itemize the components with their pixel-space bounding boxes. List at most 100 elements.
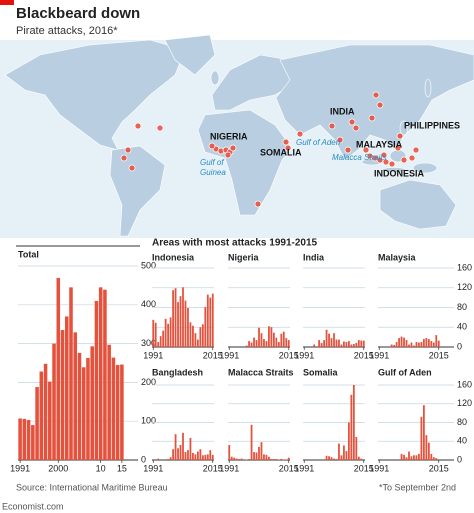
north-america bbox=[4, 39, 186, 151]
bar bbox=[325, 329, 328, 347]
bar bbox=[335, 339, 338, 347]
attack-dot bbox=[229, 144, 237, 152]
bar bbox=[393, 345, 396, 347]
attack-dot bbox=[400, 156, 408, 164]
bar bbox=[362, 340, 365, 347]
bar bbox=[265, 341, 268, 347]
bar bbox=[408, 344, 410, 347]
bar bbox=[154, 322, 157, 347]
x-tick-label: 1991 bbox=[369, 350, 389, 360]
bar bbox=[69, 287, 73, 460]
bar bbox=[410, 456, 413, 460]
bar bbox=[255, 452, 258, 460]
bar bbox=[192, 452, 194, 460]
x-tick-label: 2015 bbox=[279, 463, 299, 473]
bar bbox=[164, 318, 167, 347]
bar bbox=[250, 342, 253, 347]
bar bbox=[285, 338, 288, 347]
bar bbox=[258, 446, 260, 460]
bar bbox=[94, 300, 99, 460]
bar bbox=[410, 342, 413, 347]
brand: Economist.com bbox=[2, 501, 64, 511]
bar bbox=[206, 454, 209, 460]
bar bbox=[235, 458, 238, 460]
bar bbox=[408, 451, 410, 460]
bar bbox=[320, 343, 323, 347]
x-tick-label: 1991 bbox=[294, 463, 314, 473]
attack-dot bbox=[382, 158, 390, 166]
bar bbox=[169, 457, 172, 460]
panel-title: Indonesia bbox=[152, 252, 195, 262]
bar bbox=[403, 337, 405, 347]
y-tick-label: 80 bbox=[457, 417, 467, 427]
bar bbox=[182, 432, 184, 460]
bar bbox=[330, 338, 333, 347]
map-label: SOMALIA bbox=[260, 147, 302, 157]
bar bbox=[250, 424, 253, 460]
bar bbox=[340, 455, 343, 460]
attack-dot bbox=[336, 136, 344, 144]
map-label: MALAYSIA bbox=[356, 139, 403, 149]
bar bbox=[204, 454, 207, 460]
bar bbox=[182, 287, 184, 347]
attack-dot bbox=[372, 91, 380, 99]
bar bbox=[427, 442, 430, 460]
bar bbox=[360, 340, 363, 347]
attack-dot bbox=[362, 146, 370, 154]
bar bbox=[357, 340, 360, 347]
panel-title: Somalia bbox=[303, 367, 339, 377]
bar bbox=[335, 459, 338, 460]
x-tick-label: 2015 bbox=[354, 350, 374, 360]
bar bbox=[209, 450, 212, 460]
bar bbox=[352, 385, 355, 460]
bar bbox=[77, 352, 82, 460]
bar bbox=[287, 457, 290, 460]
bar bbox=[347, 341, 350, 347]
bar bbox=[111, 357, 116, 460]
water-label: Guinea bbox=[200, 168, 226, 177]
bar bbox=[179, 296, 182, 347]
map: NIGERIA SOMALIA INDIA MALAYSIA PHILIPPIN… bbox=[0, 34, 474, 238]
water-label: Gulf of Aden bbox=[296, 138, 341, 147]
y-tick-label: 500 bbox=[141, 260, 156, 270]
bar bbox=[56, 278, 61, 460]
bar bbox=[413, 455, 415, 460]
bar bbox=[333, 458, 335, 460]
bar bbox=[420, 342, 423, 347]
java bbox=[381, 167, 407, 173]
x-tick-label: 2015 bbox=[354, 463, 374, 473]
south-america bbox=[109, 145, 166, 237]
bar bbox=[201, 455, 204, 460]
bar bbox=[157, 342, 160, 347]
bar bbox=[196, 339, 199, 347]
bar bbox=[435, 458, 438, 460]
bar bbox=[228, 445, 231, 460]
bar bbox=[287, 340, 290, 347]
bar bbox=[405, 340, 408, 347]
attack-dot bbox=[368, 114, 376, 122]
attack-dot bbox=[348, 118, 356, 126]
philippines-islands bbox=[399, 120, 409, 136]
bar bbox=[189, 322, 192, 347]
bar bbox=[338, 443, 340, 460]
bar bbox=[265, 454, 268, 460]
bar bbox=[60, 330, 65, 460]
x-tick-label: 1991 bbox=[143, 350, 163, 360]
bar bbox=[167, 459, 170, 460]
x-tick-label: 1991 bbox=[369, 463, 389, 473]
source: Source: International Maritime Bureau bbox=[16, 482, 168, 492]
attack-dot bbox=[344, 146, 352, 154]
bar bbox=[415, 342, 418, 347]
bar bbox=[196, 451, 199, 460]
bar bbox=[189, 437, 192, 460]
bar bbox=[422, 405, 425, 460]
bar bbox=[22, 418, 27, 460]
subtitle: Pirate attacks, 2016* bbox=[16, 25, 118, 37]
y-tick-label: 200 bbox=[141, 377, 156, 387]
bar bbox=[280, 333, 283, 347]
panels-title: Areas with most attacks 1991-2015 bbox=[152, 238, 318, 249]
bar bbox=[26, 420, 31, 460]
attack-dot bbox=[328, 122, 336, 130]
bar bbox=[81, 367, 86, 460]
bar bbox=[277, 342, 280, 347]
